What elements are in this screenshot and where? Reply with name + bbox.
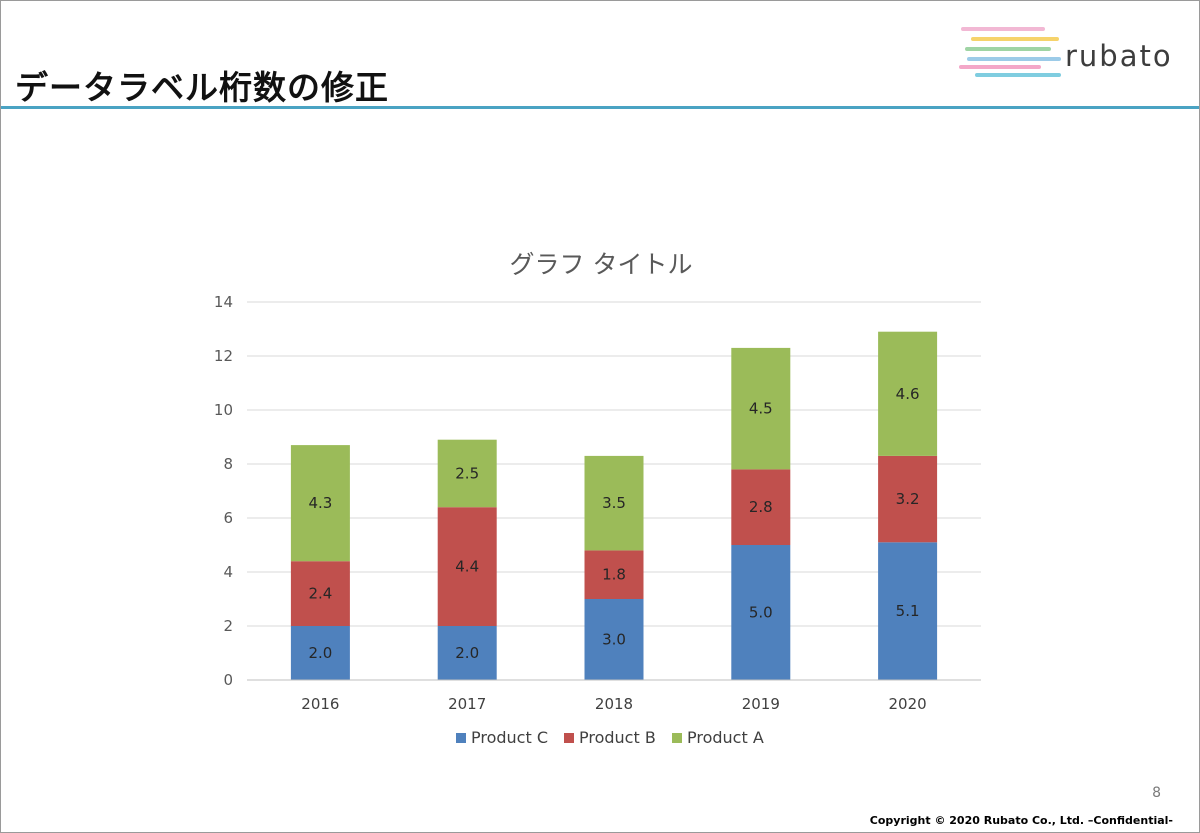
bar-segment (584, 455, 644, 551)
logo-lines-icon (959, 27, 1061, 77)
y-tick-label: 14 (214, 293, 233, 311)
data-label: 4.6 (896, 385, 920, 403)
bar-segment (731, 545, 791, 680)
x-tick-label: 2017 (448, 695, 486, 713)
y-tick-label: 8 (223, 455, 233, 473)
data-label: 3.5 (602, 494, 626, 512)
bar-segment (437, 626, 497, 680)
logo-text: rubato (1065, 39, 1173, 73)
y-tick-label: 6 (223, 509, 233, 527)
y-tick-label: 12 (214, 347, 233, 365)
bar-segment (731, 347, 791, 470)
bar-segment (290, 626, 350, 680)
bar-segment (584, 550, 644, 599)
bar-segment (731, 469, 791, 545)
chart-title: グラフ タイトル (510, 250, 693, 279)
bar-segment (584, 599, 644, 680)
data-label: 3.2 (896, 490, 920, 508)
bar-segment (290, 561, 350, 626)
x-tick-label: 2018 (595, 695, 633, 713)
bar-segment (290, 445, 350, 562)
data-label: 2.5 (455, 464, 479, 482)
title-rule (1, 106, 1199, 109)
data-label: 2.4 (308, 585, 332, 603)
legend-swatch (672, 733, 682, 743)
y-tick-label: 10 (214, 401, 233, 419)
x-tick-label: 2019 (742, 695, 780, 713)
x-tick-label: 2020 (889, 695, 927, 713)
data-label: 4.5 (749, 400, 773, 418)
data-label: 4.3 (308, 494, 332, 512)
data-label: 3.0 (602, 631, 626, 649)
data-label: 1.8 (602, 566, 626, 584)
data-label: 2.0 (308, 644, 332, 662)
bar-segment (878, 542, 938, 680)
bar-segment (437, 439, 497, 508)
legend-label: Product A (687, 728, 764, 747)
legend-swatch (564, 733, 574, 743)
data-label: 5.1 (896, 602, 920, 620)
x-tick-label: 2016 (301, 695, 339, 713)
legend-label: Product B (579, 728, 656, 747)
copyright-notice: Copyright © 2020 Rubato Co., Ltd. –Confi… (869, 814, 1173, 827)
data-label: 2.8 (749, 498, 773, 516)
y-tick-label: 2 (223, 617, 233, 635)
bar-segment (437, 507, 497, 626)
data-label: 4.4 (455, 558, 479, 576)
rubato-logo: rubato (959, 25, 1179, 85)
data-label: 2.0 (455, 644, 479, 662)
slide-title: データラベル桁数の修正 (15, 68, 389, 107)
page-number: 8 (1152, 785, 1161, 801)
y-tick-label: 0 (223, 671, 233, 689)
bar-segment (878, 331, 938, 456)
stacked-bar-chart: グラフ タイトル 0 2 4 6 8 10 12 14 2.0 2.4 4.3 2016 2.0 4.4 2.… (214, 250, 981, 747)
data-label: 5.0 (749, 604, 773, 622)
y-tick-label: 4 (223, 563, 233, 581)
legend-swatch (456, 733, 466, 743)
legend-label: Product C (471, 728, 548, 747)
bar-segment (878, 455, 938, 543)
